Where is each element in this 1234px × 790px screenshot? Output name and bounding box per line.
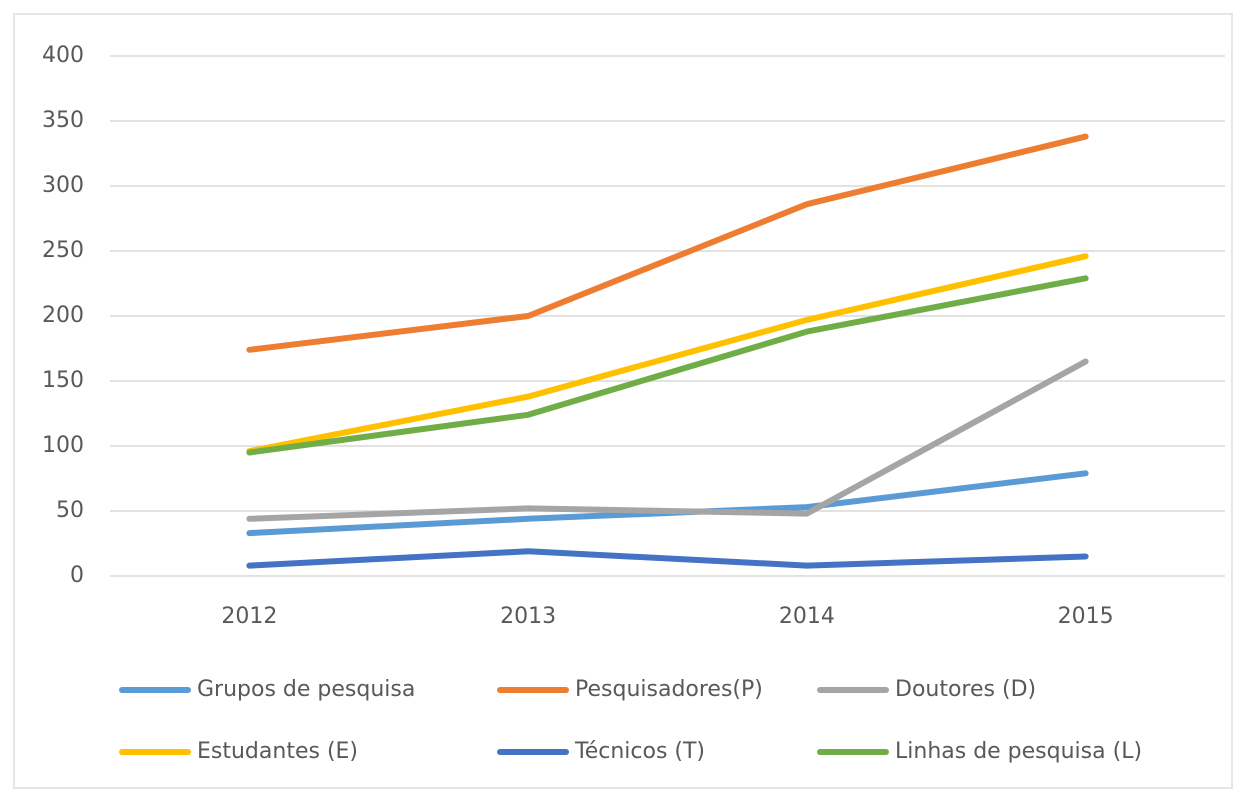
legend-label: Pesquisadores(P) — [575, 677, 763, 702]
chart-frame — [13, 13, 1233, 789]
legend-label: Linhas de pesquisa (L) — [895, 739, 1142, 764]
x-tick-label: 2012 — [221, 604, 277, 629]
y-tick-label: 0 — [70, 563, 84, 588]
y-tick-label: 50 — [56, 498, 84, 523]
x-tick-label: 2014 — [779, 604, 835, 629]
y-tick-label: 250 — [42, 238, 84, 263]
legend-label: Técnicos (T) — [574, 739, 705, 764]
y-tick-label: 150 — [42, 368, 84, 393]
legend-label: Grupos de pesquisa — [197, 677, 415, 702]
series-line — [246, 133, 1089, 353]
y-tick-label: 400 — [42, 43, 84, 68]
y-tick-label: 300 — [42, 173, 84, 198]
x-tick-label: 2015 — [1058, 604, 1114, 629]
series-line — [246, 548, 1089, 569]
series-line — [246, 253, 1089, 455]
legend-label: Doutores (D) — [895, 677, 1036, 702]
series-line — [246, 275, 1089, 456]
x-tick-label: 2013 — [500, 604, 556, 629]
series-line — [246, 358, 1089, 522]
y-tick-label: 200 — [42, 303, 84, 328]
y-tick-label: 100 — [42, 433, 84, 458]
y-tick-label: 350 — [42, 108, 84, 133]
legend-label: Estudantes (E) — [197, 739, 358, 764]
